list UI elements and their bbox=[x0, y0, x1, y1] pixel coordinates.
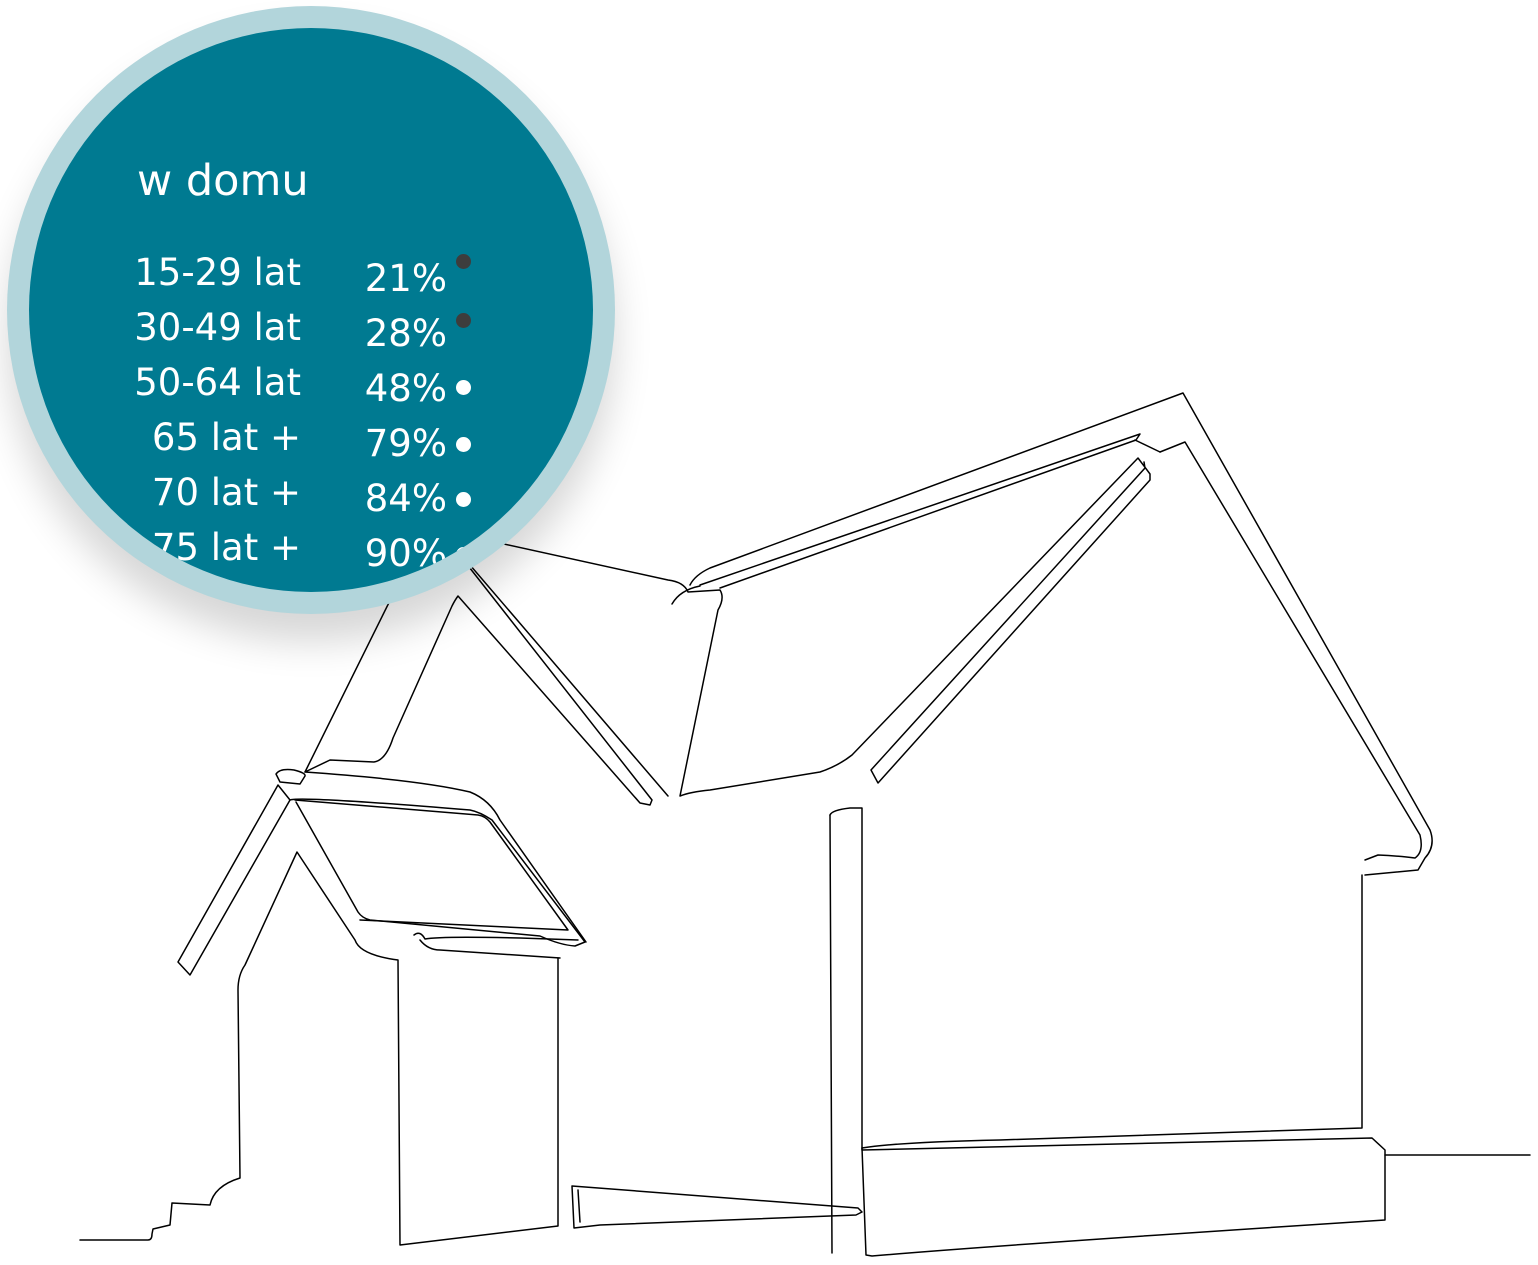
main-wall-foot bbox=[861, 1147, 1386, 1257]
garden-bed-inner bbox=[577, 1189, 581, 1223]
main-wall-left-edge bbox=[829, 814, 833, 1254]
porch-roof-right bbox=[289, 798, 586, 947]
row-value: 21% bbox=[364, 257, 447, 300]
row-label: 30-49 lat bbox=[134, 306, 301, 349]
row-label: 15-29 lat bbox=[134, 251, 301, 294]
row-marker bbox=[456, 380, 471, 395]
row-marker bbox=[456, 492, 471, 507]
row-marker bbox=[456, 254, 471, 269]
porch-eave bbox=[413, 932, 579, 959]
row-value: 79% bbox=[364, 422, 447, 465]
row-value: 28% bbox=[364, 312, 447, 355]
row-marker bbox=[456, 437, 471, 452]
left-gable-inner bbox=[439, 529, 669, 797]
porch-roofline bbox=[304, 771, 587, 943]
stat-bubble: w domu 15-29 lat 21% 30-49 lat 28% 50-64 lat… bbox=[7, 6, 615, 614]
row-label: 50-64 lat bbox=[134, 361, 301, 404]
row-value: 90% bbox=[364, 532, 447, 575]
main-roof-front bbox=[671, 585, 701, 605]
left-gable-ridge bbox=[439, 457, 1151, 797]
porch-roof-left bbox=[177, 784, 291, 976]
row-value: 84% bbox=[364, 477, 447, 520]
porch-cap bbox=[275, 768, 306, 785]
stat-bubble-inner: w domu 15-29 lat 21% 30-49 lat 28% 50-64 lat… bbox=[29, 28, 593, 592]
row-marker bbox=[456, 313, 471, 328]
main-roof-fascia bbox=[1159, 441, 1422, 861]
main-roof-top bbox=[689, 392, 1433, 876]
chart-title: w domu bbox=[137, 156, 309, 206]
row-value: 48% bbox=[364, 367, 447, 410]
main-wall-left bbox=[829, 807, 1363, 1149]
row-label: 65 lat + bbox=[151, 416, 301, 459]
row-label: 70 lat + bbox=[151, 471, 301, 514]
main-roof-underside bbox=[699, 433, 1141, 589]
garden-bed bbox=[571, 1185, 863, 1229]
row-marker bbox=[456, 547, 471, 562]
ground-line-left bbox=[79, 851, 559, 1246]
porch-gutter bbox=[294, 799, 569, 931]
main-roof-inner bbox=[1134, 439, 1161, 453]
row-label: 75 lat + bbox=[151, 526, 301, 569]
